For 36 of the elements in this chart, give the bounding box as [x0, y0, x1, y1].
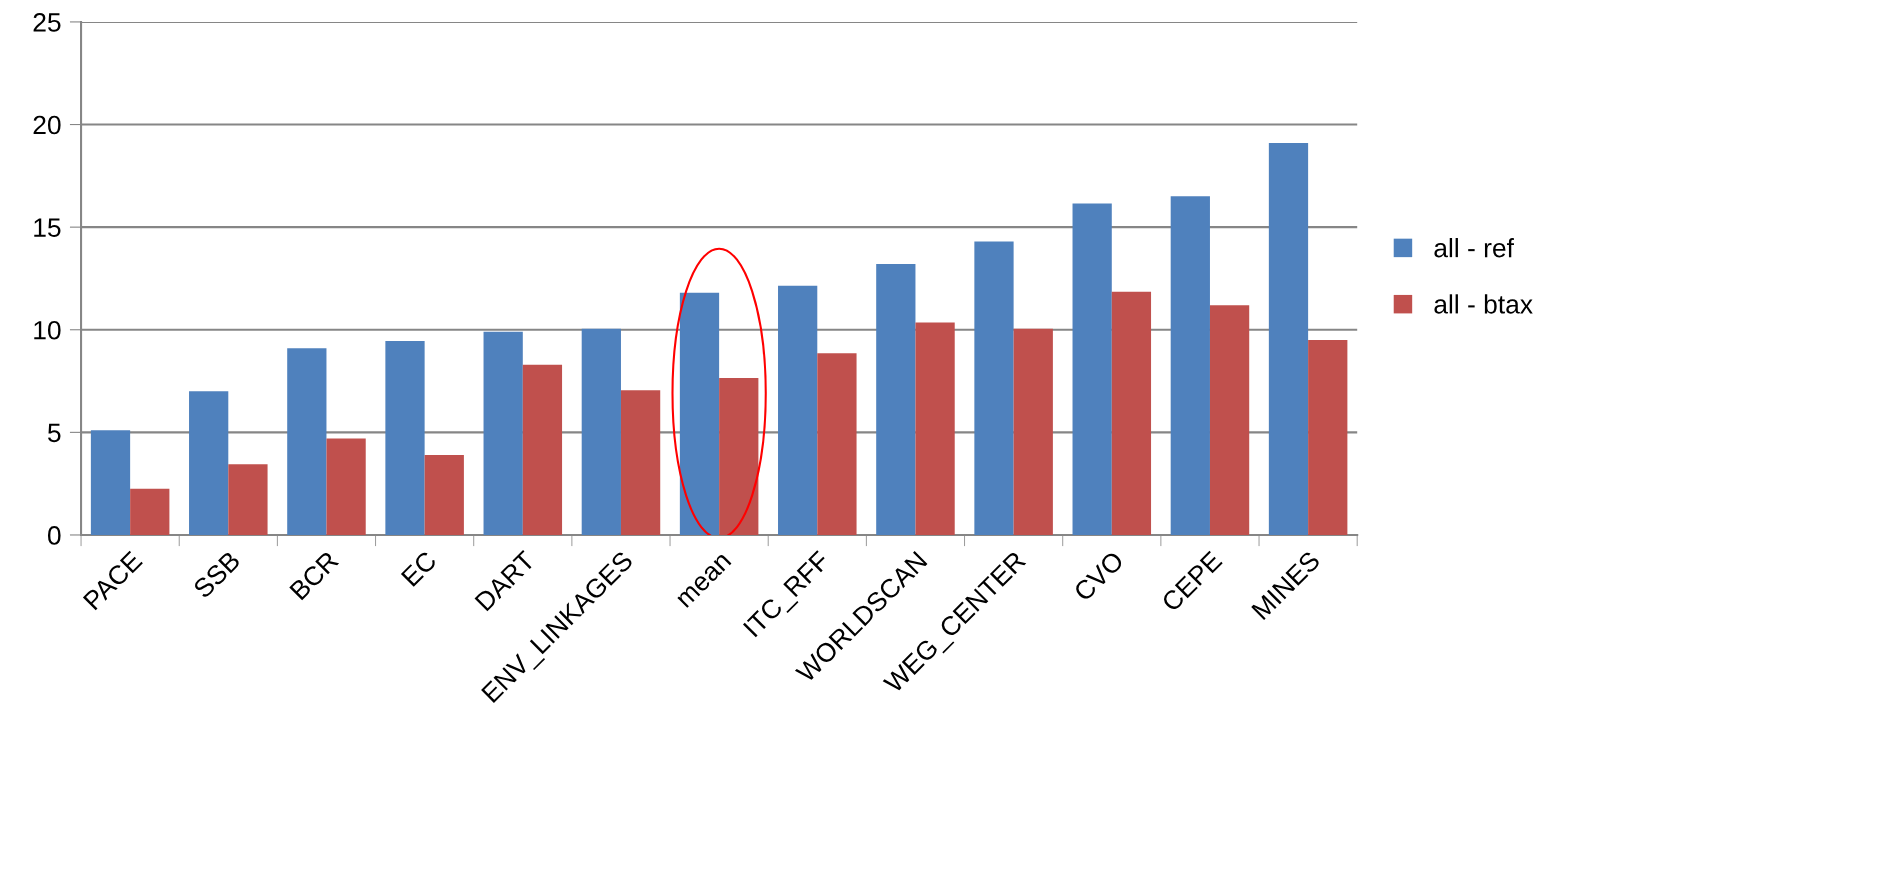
- bar: [130, 488, 170, 535]
- bar: [228, 464, 268, 535]
- bar: [1268, 143, 1309, 535]
- legend-label: all - btax: [1434, 294, 1533, 314]
- bar: [189, 391, 229, 535]
- bar: [424, 454, 464, 535]
- bar: [679, 292, 720, 535]
- y-tick-label: 25: [33, 13, 61, 32]
- bar: [385, 341, 425, 535]
- bar: [522, 364, 563, 535]
- bar: [287, 348, 327, 535]
- y-tick-label: 0: [47, 526, 61, 545]
- y-tick-label: 5: [47, 423, 61, 443]
- bar: [620, 390, 661, 535]
- y-tick-label: 20: [33, 115, 61, 135]
- bar: [1308, 340, 1348, 535]
- bar: [974, 241, 1014, 535]
- bar: [1111, 291, 1152, 535]
- bar: [915, 322, 955, 535]
- bar: [90, 430, 131, 535]
- bar: [483, 331, 523, 535]
- bar: [1170, 196, 1210, 535]
- bar: [1209, 305, 1250, 535]
- y-tick-label: 15: [34, 218, 61, 237]
- bar: [1072, 203, 1112, 535]
- y-tick-label: 10: [34, 320, 61, 340]
- x-tick-label: SSB: [192, 550, 242, 600]
- x-tick-label: EC: [400, 550, 438, 587]
- bar: [326, 438, 366, 535]
- bar: [581, 328, 621, 535]
- bar: [1013, 328, 1053, 535]
- legend-label: all - ref: [1434, 238, 1514, 258]
- bar: [719, 377, 759, 535]
- bar: [817, 353, 857, 535]
- bar: [876, 264, 916, 535]
- bar: [778, 285, 818, 535]
